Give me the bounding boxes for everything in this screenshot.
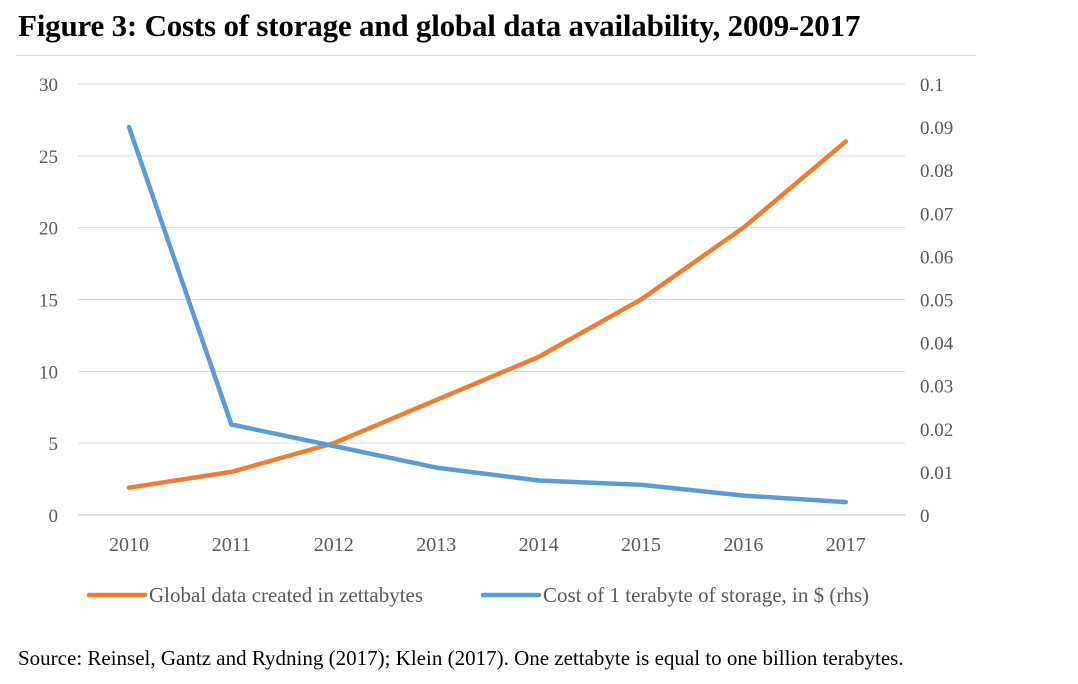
right-axis-tick-label: 0.03 <box>920 377 953 398</box>
line-chart: 0 5 10 15 20 25 30 0 0.01 0.02 0.03 0.04 0.05 0.06 0.… <box>39 75 954 607</box>
left-axis-tick-label: 10 <box>39 362 58 383</box>
right-axis-tick-label: 0.04 <box>920 334 954 355</box>
right-axis-ticks: 0 0.01 0.02 0.03 0.04 0.05 0.06 0.07 0.08 0.09 0.1 <box>920 75 954 527</box>
x-axis-tick-label: 2015 <box>621 534 661 556</box>
left-axis-ticks: 0 5 10 15 20 25 30 <box>39 75 58 527</box>
title-divider <box>16 55 976 56</box>
left-axis-tick-label: 25 <box>39 147 58 168</box>
left-axis-tick-label: 5 <box>49 434 59 455</box>
series-line-1 <box>126 139 849 490</box>
x-axis-tick-label: 2010 <box>109 534 149 556</box>
right-axis-tick-label: 0.01 <box>920 463 953 484</box>
x-axis-tick-label: 2017 <box>826 534 866 556</box>
gridlines <box>78 83 905 516</box>
left-axis-tick-label: 15 <box>39 291 58 312</box>
figure-title: Figure 3: Costs of storage and global da… <box>18 8 861 43</box>
x-axis-tick-label: 2013 <box>416 534 456 556</box>
left-axis-tick-label: 0 <box>49 506 59 527</box>
right-axis-tick-label: 0.06 <box>920 247 953 268</box>
left-axis-tick-label: 20 <box>39 219 58 240</box>
left-axis-tick-label: 30 <box>39 75 58 96</box>
right-axis-tick-label: 0.02 <box>920 420 953 441</box>
legend: Global data created in zettabytes Cost of… <box>86 583 869 607</box>
x-axis-tick-label: 2011 <box>212 534 251 556</box>
right-axis-tick-label: 0.07 <box>920 204 953 225</box>
right-axis-tick-label: 0.05 <box>920 291 953 312</box>
x-axis-tick-label: 2014 <box>519 534 559 556</box>
legend-label-1: Global data created in zettabytes <box>149 583 423 607</box>
right-axis-tick-label: 0.1 <box>920 75 944 96</box>
x-axis-tick-label: 2012 <box>314 534 354 556</box>
right-axis-tick-label: 0.08 <box>920 161 953 182</box>
series-line-2 <box>126 124 849 505</box>
right-axis-tick-label: 0 <box>920 506 930 527</box>
legend-label-2: Cost of 1 terabyte of storage, in $ (rhs… <box>543 583 869 607</box>
x-axis-tick-label: 2016 <box>723 534 763 556</box>
x-axis-ticks: 2010 2011 2012 2013 2014 2015 2016 2017 <box>109 534 866 556</box>
right-axis-tick-label: 0.09 <box>920 118 953 139</box>
source-note: Source: Reinsel, Gantz and Rydning (2017… <box>18 646 904 670</box>
series-lines <box>126 124 849 505</box>
